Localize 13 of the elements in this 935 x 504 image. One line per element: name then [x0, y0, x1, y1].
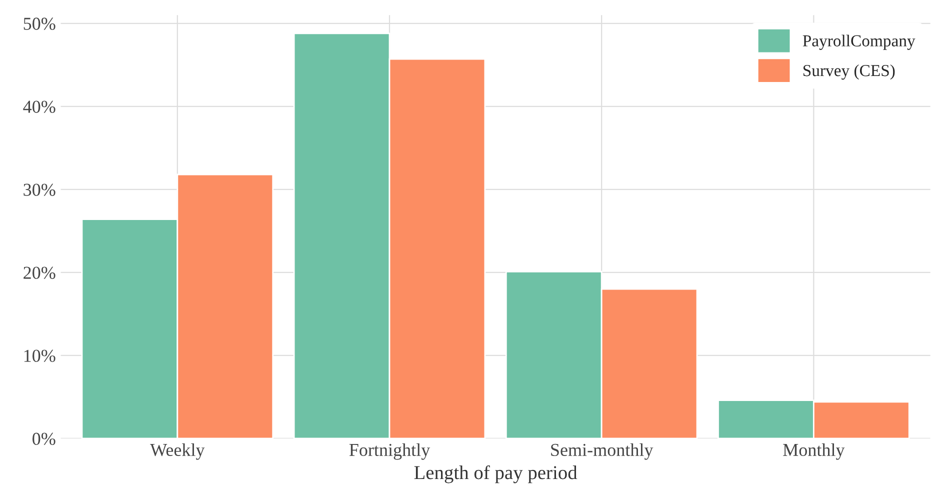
- y-tick-label: 0%: [32, 432, 56, 445]
- x-tick-label: Monthly: [783, 443, 845, 460]
- x-tick-label: Semi-monthly: [551, 443, 654, 460]
- legend-label: Survey (CES): [803, 64, 895, 80]
- y-tick-label: 30%: [24, 184, 56, 196]
- x-tick-label: Weekly: [150, 443, 205, 460]
- legend-label: PayrollCompany: [802, 34, 916, 50]
- y-tick-label: 20%: [24, 266, 56, 279]
- x-axis-title: Length of pay period: [414, 465, 578, 484]
- y-tick-label: 10%: [24, 350, 56, 362]
- y-tick-label: 40%: [23, 100, 56, 113]
- x-tick-label: Fortnightly: [349, 443, 430, 460]
- y-tick-label: 50%: [24, 18, 56, 30]
